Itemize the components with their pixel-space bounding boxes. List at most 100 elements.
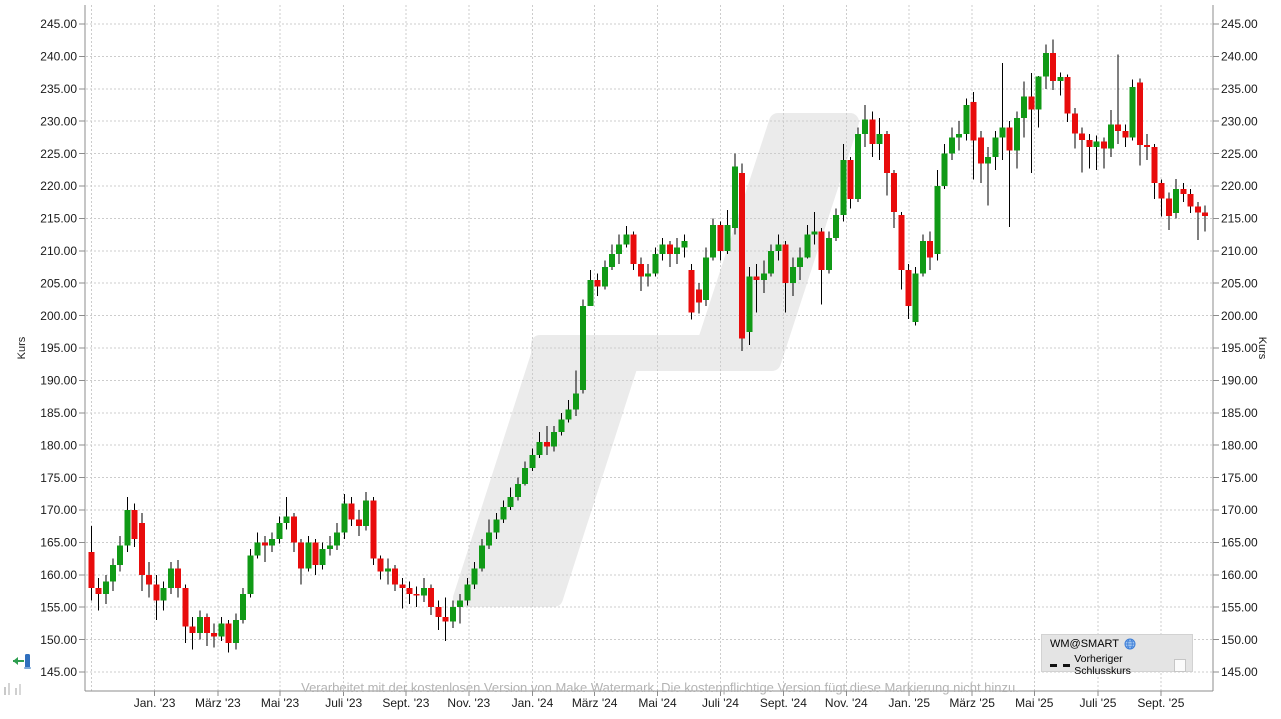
candle[interactable] [1173, 189, 1180, 214]
candle[interactable] [514, 484, 521, 498]
candle[interactable] [688, 270, 695, 313]
candle[interactable] [464, 584, 471, 601]
candle[interactable] [254, 542, 261, 556]
candle[interactable] [312, 542, 319, 566]
candle[interactable] [558, 419, 565, 433]
candle[interactable] [833, 215, 840, 238]
candle[interactable] [355, 519, 362, 527]
candle[interactable] [717, 224, 724, 251]
candle[interactable] [377, 558, 384, 572]
candle[interactable] [637, 263, 644, 277]
candle[interactable] [572, 393, 579, 410]
candle[interactable] [247, 555, 254, 595]
candle[interactable] [399, 584, 406, 588]
candle[interactable] [681, 241, 688, 248]
candle[interactable] [522, 467, 529, 485]
candle[interactable] [883, 134, 890, 174]
candle[interactable] [449, 607, 456, 622]
candle[interactable] [457, 600, 464, 608]
candle[interactable] [1079, 133, 1086, 140]
candle[interactable] [406, 587, 413, 595]
candle[interactable] [840, 160, 847, 216]
candle[interactable] [218, 623, 225, 637]
candle[interactable] [731, 166, 738, 229]
candle[interactable] [898, 215, 905, 271]
candle[interactable] [1013, 117, 1020, 151]
candle[interactable] [478, 545, 485, 569]
candle[interactable] [797, 257, 804, 267]
candle[interactable] [196, 616, 203, 634]
candle[interactable] [934, 186, 941, 255]
candle[interactable] [88, 552, 95, 588]
candle[interactable] [1064, 77, 1071, 114]
candle[interactable] [1028, 96, 1035, 110]
candle[interactable] [428, 587, 435, 608]
candle[interactable] [919, 241, 926, 274]
candle[interactable] [948, 137, 955, 154]
candle[interactable] [869, 119, 876, 144]
candle[interactable] [587, 279, 594, 306]
candle[interactable] [1107, 124, 1114, 149]
candle[interactable] [746, 276, 753, 332]
candle[interactable] [276, 522, 283, 540]
candle[interactable] [1187, 193, 1194, 207]
candle[interactable] [167, 568, 174, 588]
candle[interactable] [992, 137, 999, 157]
candle[interactable] [594, 279, 601, 287]
candle[interactable] [117, 545, 124, 566]
candle[interactable] [536, 441, 543, 455]
candle[interactable] [666, 244, 673, 255]
candle[interactable] [146, 574, 153, 585]
candle[interactable] [493, 519, 500, 533]
candle[interactable] [102, 581, 109, 595]
candle[interactable] [927, 241, 934, 258]
candle[interactable] [160, 587, 167, 601]
candle[interactable] [847, 160, 854, 199]
candle[interactable] [630, 234, 637, 264]
candle[interactable] [1144, 145, 1151, 148]
candle[interactable] [1180, 189, 1187, 194]
candle[interactable] [565, 409, 572, 420]
candle[interactable] [471, 568, 478, 585]
candle[interactable] [543, 441, 550, 447]
candle[interactable] [616, 244, 623, 255]
candle[interactable] [413, 594, 420, 596]
candle[interactable] [283, 516, 290, 523]
candle[interactable] [334, 532, 341, 546]
candle[interactable] [724, 224, 731, 251]
candle[interactable] [1202, 212, 1208, 216]
candle[interactable] [963, 105, 970, 135]
candle[interactable] [138, 522, 145, 575]
candle[interactable] [269, 539, 276, 546]
candle[interactable] [854, 134, 861, 199]
candle[interactable] [1158, 182, 1165, 199]
candle[interactable] [529, 454, 536, 468]
candle[interactable] [970, 101, 977, 141]
candle[interactable] [905, 270, 912, 306]
candle[interactable] [507, 497, 514, 507]
candle[interactable] [486, 532, 493, 546]
candle[interactable] [1100, 141, 1107, 149]
candle[interactable] [131, 510, 138, 540]
candle[interactable] [211, 633, 218, 637]
candle[interactable] [305, 542, 312, 569]
candle[interactable] [341, 503, 348, 533]
candle[interactable] [1042, 53, 1049, 77]
candle[interactable] [782, 244, 789, 284]
candle[interactable] [703, 257, 710, 301]
candle[interactable] [623, 234, 630, 245]
candle[interactable] [775, 244, 782, 251]
candle[interactable] [956, 134, 963, 138]
candle[interactable] [1151, 147, 1158, 183]
candle[interactable] [760, 273, 767, 280]
candle[interactable] [1021, 96, 1028, 118]
candle[interactable] [645, 273, 652, 277]
candle[interactable] [392, 568, 399, 585]
candle[interactable] [1165, 198, 1172, 216]
candle[interactable] [862, 119, 869, 135]
candle[interactable] [876, 134, 883, 144]
candle[interactable] [435, 607, 442, 617]
candle[interactable] [109, 565, 116, 582]
candle[interactable] [1136, 82, 1143, 146]
candle[interactable] [261, 542, 268, 546]
